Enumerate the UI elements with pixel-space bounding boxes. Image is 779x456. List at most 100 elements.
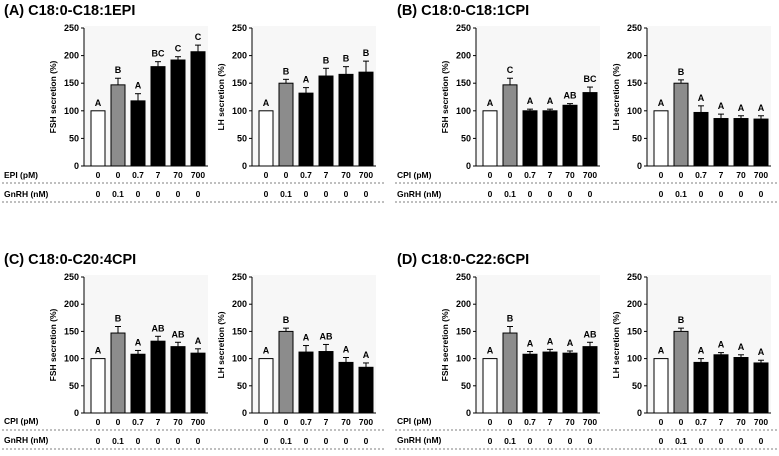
y-tick-label: 150	[456, 78, 471, 88]
y-tick-label: 100	[64, 106, 79, 116]
treatment-value: 0.7	[132, 417, 144, 427]
gnrh-value: 0.1	[675, 436, 687, 446]
gnrh-value: 0	[739, 189, 744, 199]
treatment-value: 0	[96, 417, 101, 427]
y-tick-label: 0	[466, 408, 471, 418]
treatment-value: 7	[324, 170, 329, 180]
treatment-value: 0.7	[695, 170, 707, 180]
y-tick-label: 0	[242, 408, 247, 418]
y-tick-label: 200	[232, 299, 247, 309]
bar	[753, 118, 769, 167]
significance-label: A	[303, 75, 310, 85]
gnrh-value: 0	[364, 189, 369, 199]
y-tick-label: 250	[456, 272, 471, 282]
significance-label: A	[658, 98, 665, 108]
gnrh-value: 0	[176, 189, 181, 199]
bar	[338, 73, 354, 167]
chart-a-fsh: 0 50 100 150 200 250 FSH secretion (%) A B A BC C C 0…	[48, 23, 208, 199]
bar	[522, 353, 538, 414]
bar	[522, 110, 538, 167]
bar	[542, 110, 558, 167]
bar	[170, 59, 186, 167]
significance-label: BC	[152, 49, 165, 59]
treatment-value: 700	[191, 417, 205, 427]
significance-label: AB	[152, 323, 165, 333]
significance-label: B	[678, 315, 685, 325]
significance-label: C	[507, 65, 514, 75]
bar	[358, 71, 374, 167]
gnrh-value: 0	[739, 436, 744, 446]
gnrh-value: 0	[568, 189, 573, 199]
bar	[502, 84, 518, 167]
significance-label: B	[363, 48, 370, 58]
panel-d-treatment-label: CPI (pM)	[397, 416, 432, 426]
treatment-value: 0	[679, 417, 684, 427]
treatment-value: 0	[96, 170, 101, 180]
bar	[130, 100, 146, 167]
gnrh-value: 0	[528, 436, 533, 446]
y-tick-label: 0	[637, 408, 642, 418]
y-tick-label: 50	[461, 133, 471, 143]
gnrh-value: 0.1	[112, 189, 124, 199]
significance-label: AB	[564, 91, 577, 101]
treatment-value: 7	[156, 417, 161, 427]
gnrh-value: 0	[196, 189, 201, 199]
treatment-value: 0	[284, 170, 289, 180]
y-tick-label: 50	[237, 381, 247, 391]
treatment-value: 0.7	[695, 417, 707, 427]
significance-label: A	[758, 103, 765, 113]
significance-label: A	[698, 93, 705, 103]
treatment-value: 0	[264, 417, 269, 427]
significance-label: A	[95, 346, 102, 356]
panel-d-title: (D) C18:0-C22:6CPI	[397, 252, 529, 268]
bar	[110, 84, 126, 167]
significance-label: A	[135, 81, 142, 91]
gnrh-value: 0	[548, 189, 553, 199]
significance-label: A	[718, 101, 725, 111]
significance-label: A	[263, 346, 270, 356]
gnrh-value: 0.1	[504, 189, 516, 199]
gnrh-value: 0	[96, 189, 101, 199]
treatment-value: 700	[359, 170, 373, 180]
panel-a-title: (A) C18:0-C18:1EPI	[4, 3, 135, 19]
treatment-value: 70	[736, 417, 746, 427]
panel-a-treatment-label: EPI (pM)	[4, 170, 38, 180]
y-tick-label: 100	[627, 106, 642, 116]
significance-label: C	[195, 32, 202, 42]
bar	[713, 354, 729, 414]
gnrh-value: 0.1	[112, 436, 124, 446]
significance-label: A	[487, 346, 494, 356]
panel-b-title: (B) C18:0-C18:1CPI	[397, 3, 529, 19]
gnrh-value: 0	[344, 189, 349, 199]
gnrh-value: 0	[196, 436, 201, 446]
significance-label: A	[135, 337, 142, 347]
bar	[753, 362, 769, 414]
gnrh-value: 0.1	[504, 436, 516, 446]
bar	[733, 357, 749, 414]
bar	[90, 358, 106, 414]
panel-b-treatment-label: CPI (pM)	[397, 170, 432, 180]
gnrh-value: 0	[659, 189, 664, 199]
bar	[298, 351, 314, 414]
gnrh-value: 0	[699, 189, 704, 199]
significance-label: A	[738, 342, 745, 352]
bar	[150, 66, 166, 167]
significance-label: A	[363, 350, 370, 360]
significance-label: B	[283, 66, 290, 76]
significance-label: A	[567, 338, 574, 348]
y-axis-label: LH secretion (%)	[216, 63, 226, 130]
gnrh-value: 0	[136, 189, 141, 199]
y-tick-label: 150	[232, 78, 247, 88]
y-tick-label: 150	[456, 326, 471, 336]
y-tick-label: 250	[627, 272, 642, 282]
bar	[110, 332, 126, 414]
panel-b-gnrh-label: GnRH (nM)	[397, 189, 442, 199]
bar	[318, 75, 334, 167]
chart-b-lh: 0 50 100 150 200 250 LH secretion (%) A B A A A A 0 0 0…	[611, 23, 771, 199]
y-tick-label: 200	[456, 299, 471, 309]
y-tick-label: 200	[64, 51, 79, 61]
y-tick-label: 50	[632, 381, 642, 391]
gnrh-value: 0.1	[280, 436, 292, 446]
significance-label: A	[263, 98, 270, 108]
